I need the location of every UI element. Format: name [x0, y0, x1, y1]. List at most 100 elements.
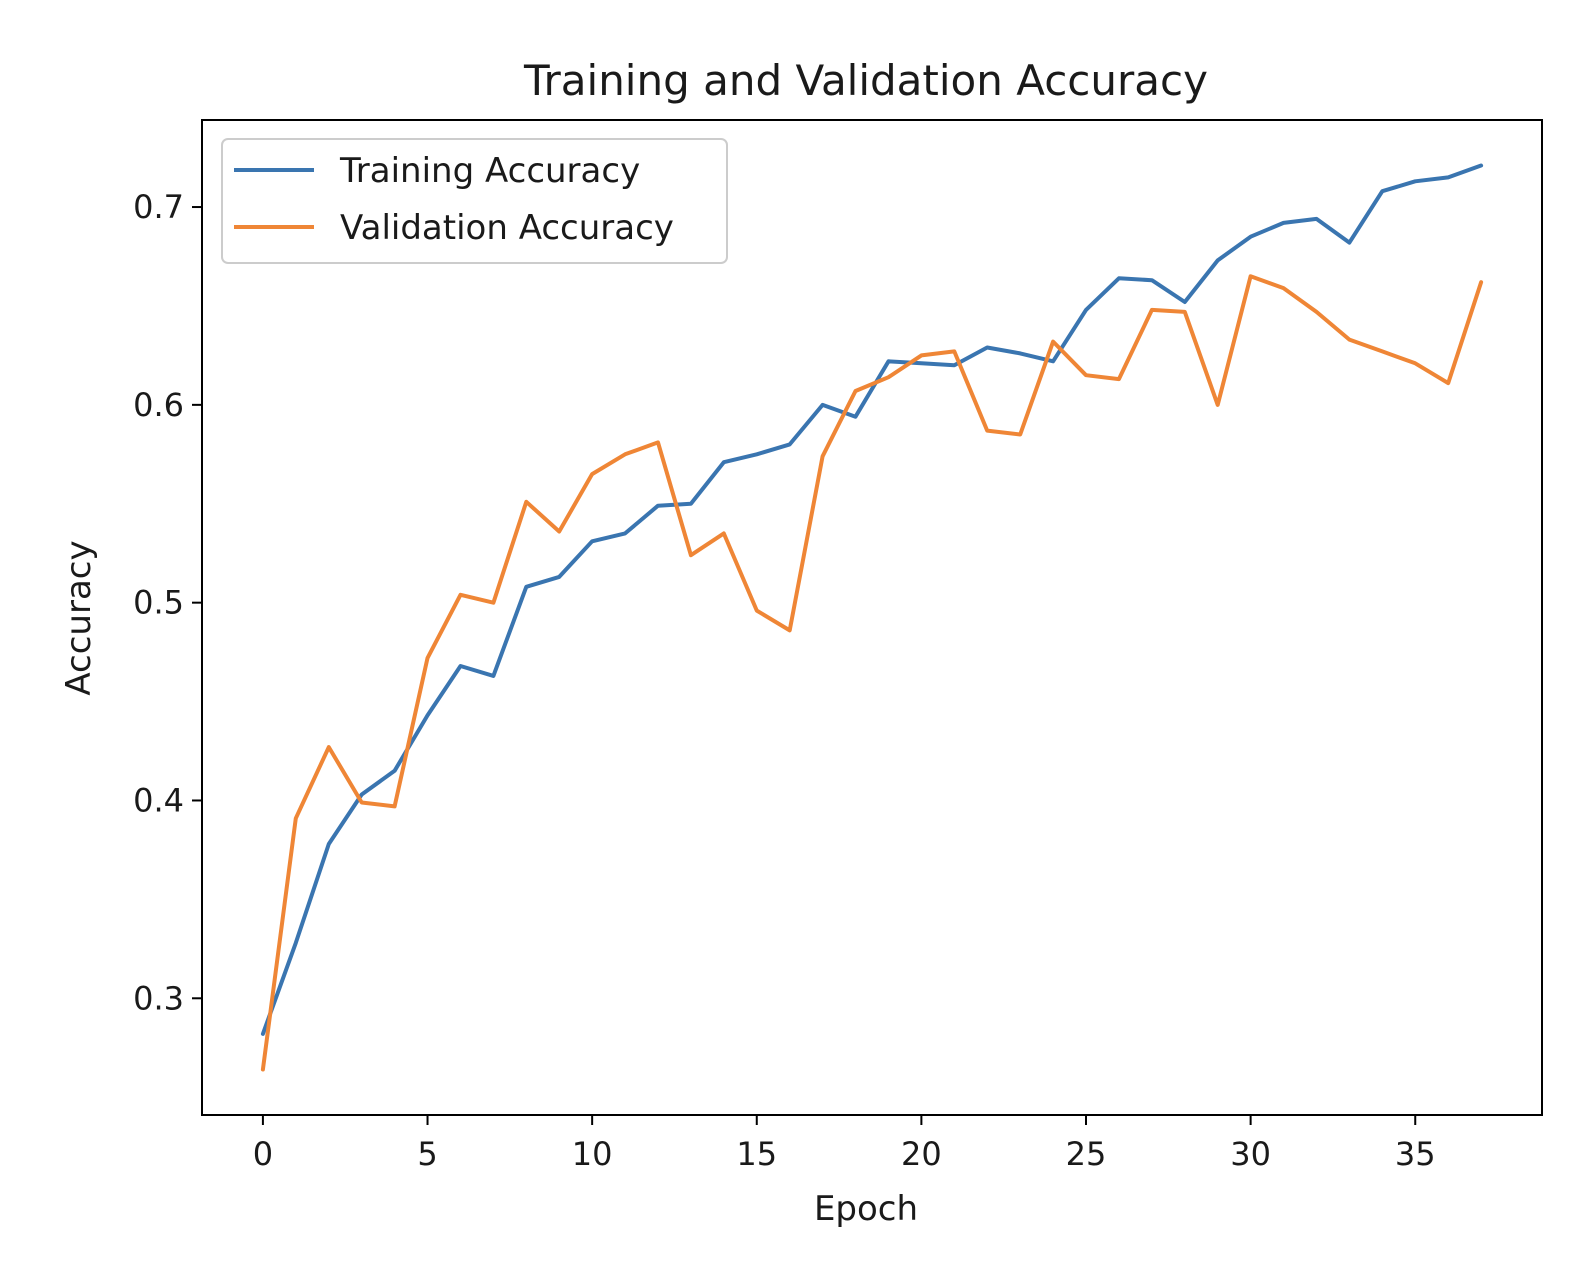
data-point-training — [855, 416, 856, 418]
data-point-validation — [427, 657, 428, 659]
data-point-training — [427, 714, 428, 716]
data-point-validation — [262, 1069, 264, 1070]
data-point-validation — [1316, 311, 1317, 313]
x-tick-label: 0 — [253, 1135, 273, 1173]
y-tick-label: 0.5 — [133, 584, 184, 622]
data-point-training — [624, 532, 626, 534]
data-point-training — [953, 364, 955, 366]
data-point-validation — [1151, 309, 1153, 311]
data-point-training — [328, 843, 330, 845]
series-line-training — [260, 163, 1484, 1036]
data-point-validation — [888, 376, 889, 378]
data-point-training — [361, 794, 363, 795]
data-point-validation — [1052, 341, 1054, 343]
data-point-training — [1151, 279, 1153, 281]
y-axis-ticks: 0.3 0.4 0.5 0.6 0.7 — [133, 188, 202, 1017]
x-tick-label: 15 — [736, 1135, 777, 1173]
data-point-training — [1085, 309, 1087, 311]
x-tick-label: 20 — [901, 1135, 942, 1173]
data-point-training — [789, 443, 791, 445]
data-point-validation — [1217, 404, 1219, 406]
data-point-training — [1184, 301, 1186, 303]
y-tick-label: 0.4 — [133, 781, 184, 819]
data-point-training — [1019, 352, 1021, 354]
legend-box — [221, 138, 728, 264]
data-point-training — [756, 453, 758, 455]
x-axis-ticks: 0 5 10 15 20 25 30 35 — [253, 1115, 1436, 1173]
data-point-validation — [789, 629, 791, 631]
data-point-validation — [1184, 311, 1186, 313]
x-axis-label: Epoch — [814, 1189, 918, 1229]
x-tick-label: 35 — [1395, 1135, 1436, 1173]
data-point-training — [394, 770, 396, 772]
y-tick-label: 0.3 — [133, 979, 184, 1017]
data-point-validation — [1447, 382, 1449, 384]
data-point-validation — [591, 473, 593, 475]
data-point-training — [723, 461, 725, 463]
data-point-training — [1348, 242, 1350, 244]
data-point-training — [525, 586, 527, 588]
data-point-validation — [328, 746, 330, 748]
data-point-training — [492, 675, 494, 677]
data-point-validation — [558, 531, 560, 532]
data-point-training — [888, 360, 889, 362]
data-point-validation — [1250, 275, 1252, 277]
data-point-validation — [822, 455, 824, 457]
data-point-training — [460, 665, 461, 667]
x-tick-label: 30 — [1230, 1135, 1271, 1173]
data-point-training — [591, 540, 593, 542]
data-point-validation — [1381, 350, 1383, 352]
data-point-validation — [657, 441, 659, 443]
data-point-validation — [855, 390, 856, 392]
data-point-validation — [953, 350, 955, 352]
data-point-training — [690, 503, 692, 505]
data-point-training — [1283, 222, 1284, 224]
data-point-validation — [624, 453, 626, 455]
data-point-training — [1217, 259, 1219, 261]
data-point-validation — [1348, 339, 1350, 341]
data-point-training — [1447, 176, 1449, 178]
data-point-validation — [1480, 281, 1482, 283]
data-point-validation — [492, 602, 494, 604]
data-point-validation — [361, 802, 363, 803]
data-point-validation — [920, 354, 922, 356]
plot-area — [201, 119, 1543, 1116]
data-point-training — [1052, 360, 1054, 362]
y-axis-label: Accuracy — [59, 540, 99, 695]
legend: Training Accuracy Validation Accuracy — [221, 138, 728, 264]
legend-label-training: Training Accuracy — [339, 151, 640, 191]
y-tick-label: 0.6 — [133, 386, 184, 424]
data-point-validation — [756, 610, 758, 612]
chart-title: Training and Validation Accuracy — [523, 56, 1208, 105]
data-point-validation — [394, 805, 396, 807]
data-point-validation — [1283, 287, 1284, 289]
data-point-training — [262, 1033, 264, 1035]
data-point-validation — [460, 594, 461, 596]
x-tick-label: 10 — [572, 1135, 613, 1173]
data-point-validation — [1085, 374, 1087, 376]
data-point-validation — [1118, 378, 1120, 380]
data-point-training — [295, 942, 297, 944]
data-point-training — [1381, 190, 1383, 192]
data-point-validation — [1019, 434, 1021, 435]
series-line-validation — [260, 274, 1484, 1072]
data-point-validation — [723, 532, 725, 534]
data-point-training — [1316, 218, 1317, 220]
data-point-training — [1118, 277, 1120, 279]
y-tick-label: 0.7 — [133, 188, 184, 226]
series-lines — [260, 163, 1484, 1072]
data-point-training — [1250, 236, 1252, 238]
data-point-validation — [525, 501, 527, 503]
data-point-training — [1480, 165, 1482, 166]
legend-label-validation: Validation Accuracy — [340, 208, 674, 248]
data-point-validation — [986, 430, 988, 432]
data-point-training — [920, 362, 922, 364]
data-point-validation — [1414, 362, 1416, 364]
data-point-validation — [690, 554, 692, 556]
data-point-training — [1414, 180, 1416, 182]
data-point-training — [558, 576, 560, 578]
data-point-training — [657, 505, 659, 507]
x-tick-label: 25 — [1066, 1135, 1107, 1173]
data-point-validation — [295, 817, 297, 819]
